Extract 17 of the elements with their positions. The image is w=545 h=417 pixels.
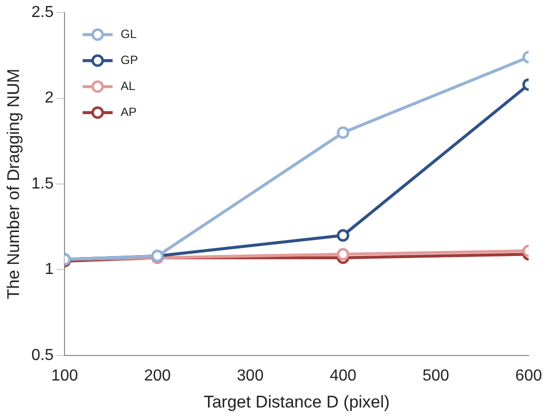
- x-tick-label: 400: [330, 367, 356, 384]
- x-tick-label: 100: [51, 367, 78, 384]
- legend-label: GL: [120, 26, 137, 41]
- y-tick-label: 1.5: [31, 175, 54, 192]
- y-tick-label: 1: [44, 261, 54, 278]
- y-tick-label: 0.5: [31, 346, 54, 364]
- x-tick-label: 500: [422, 367, 450, 384]
- x-axis-title: Target Distance D (pixel): [204, 392, 390, 412]
- y-tick-label: 2: [44, 90, 54, 107]
- x-tick-label: 600: [515, 367, 542, 384]
- legend-label: AP: [120, 104, 137, 119]
- y-axis-title: The Number of Dragging NUM: [4, 68, 23, 300]
- legend-label: AL: [120, 78, 136, 93]
- y-tick-label: 2.5: [31, 4, 54, 22]
- legend-label: GP: [120, 52, 138, 67]
- x-tick-label: 300: [236, 367, 264, 384]
- x-tick-label: 200: [144, 367, 171, 384]
